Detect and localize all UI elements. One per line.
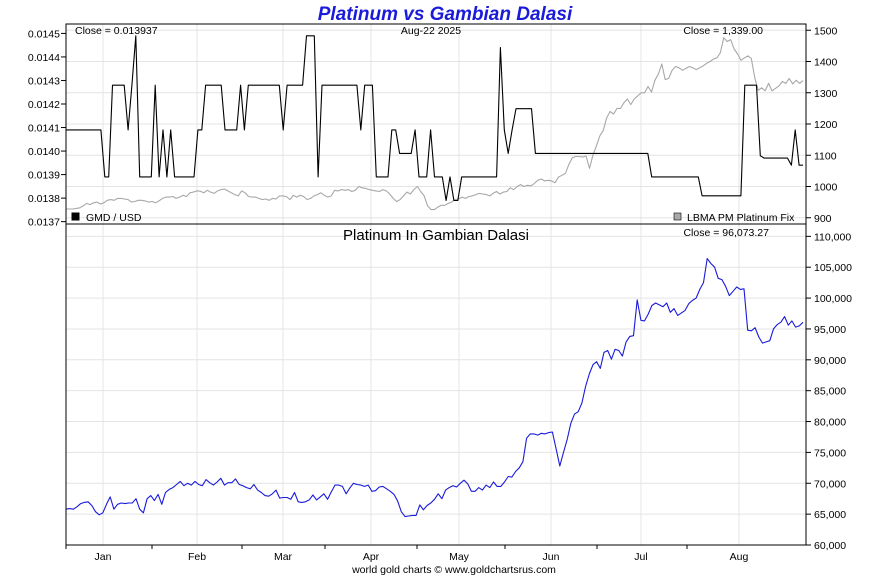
top-series <box>66 35 804 211</box>
legend-gmd-swatch <box>71 212 80 221</box>
close-left-label: Close = 0.013937 <box>75 25 158 37</box>
x-label-jan: Jan <box>95 551 112 563</box>
top-grid <box>66 24 806 224</box>
top-left-tick-label-5: 0.0140 <box>28 146 60 158</box>
x-label-feb: Feb <box>188 551 206 563</box>
bottom-tick-label-7: 75,000 <box>814 447 846 459</box>
top-right-tick-label-5: 1000 <box>814 182 838 194</box>
bottom-tick-label-0: 110,000 <box>814 231 851 243</box>
top-left-tick-label-7: 0.0138 <box>28 193 60 205</box>
bottom-right-axis: 110,000 105,000 100,000 95,000 90,000 85,000 8… <box>806 231 852 552</box>
close-right-label: Close = 1,339.00 <box>683 25 763 37</box>
x-label-jul: Jul <box>634 551 647 563</box>
platinum-fix-line <box>66 37 804 211</box>
top-left-tick-label-1: 0.0144 <box>28 52 60 64</box>
platinum-gmd-line <box>65 258 804 518</box>
top-panel: 0.0145 0.0144 0.0143 0.0142 0.0141 0.0140 0.01… <box>28 23 838 229</box>
legend-platinum-fix: LBMA PM Platinum Fix <box>673 212 795 224</box>
bottom-tick-label-3: 95,000 <box>814 324 846 336</box>
top-right-tick-label-4: 1100 <box>814 150 837 162</box>
top-left-tick-label-0: 0.0145 <box>28 28 60 40</box>
bottom-panel: 110,000 105,000 100,000 95,000 90,000 85,000 8… <box>65 223 852 552</box>
x-label-jun: Jun <box>543 551 560 563</box>
top-left-tick-label-2: 0.0143 <box>28 75 60 87</box>
top-right-tick-label-2: 1300 <box>814 88 838 100</box>
top-left-tick-label-6: 0.0139 <box>28 170 60 182</box>
legend-platinum-fix-swatch <box>673 212 682 221</box>
top-left-tick-label-3: 0.0142 <box>28 99 60 111</box>
top-left-tick-label-4: 0.0141 <box>28 123 60 135</box>
top-right-tick-label-0: 1500 <box>814 25 838 37</box>
chart-title: Platinum vs Gambian Dalasi <box>318 4 573 25</box>
bottom-tick-label-2: 100,000 <box>814 293 852 305</box>
x-label-apr: Apr <box>363 551 380 563</box>
legend-platinum-fix-label: LBMA PM Platinum Fix <box>687 212 795 224</box>
top-left-tick-label-8: 0.0137 <box>28 217 60 229</box>
bottom-tick-label-8: 70,000 <box>814 478 846 490</box>
bottom-panel-frame <box>65 223 807 546</box>
top-left-axis: 0.0145 0.0144 0.0143 0.0142 0.0141 0.0140 0.01… <box>28 28 66 229</box>
bottom-tick-label-9: 65,000 <box>814 509 846 521</box>
legend-gmd-label: GMD / USD <box>86 212 142 224</box>
bottom-tick-label-6: 80,000 <box>814 417 846 429</box>
date-label: Aug-22 2025 <box>401 25 461 37</box>
x-axis-labels: Jan Feb Mar Apr May Jun Jul Aug <box>65 545 749 563</box>
top-right-tick-label-1: 1400 <box>814 57 838 69</box>
legend-gmd: GMD / USD <box>71 212 142 224</box>
credit-text: world gold charts © www.goldchartsrus.co… <box>351 564 556 575</box>
bottom-tick-label-1: 105,000 <box>814 262 852 274</box>
x-label-mar: Mar <box>274 551 293 563</box>
x-label-may: May <box>449 551 470 563</box>
bottom-close-label: Close = 96,073.27 <box>683 227 769 239</box>
gmd-usd-line <box>66 35 803 202</box>
top-right-tick-label-6: 900 <box>814 213 832 225</box>
bottom-tick-label-5: 85,000 <box>814 386 846 398</box>
bottom-series <box>65 258 804 518</box>
bottom-tick-label-4: 90,000 <box>814 355 846 367</box>
top-right-axis: 1500 1400 1300 1200 1100 1000 900 <box>806 25 838 225</box>
x-label-aug: Aug <box>730 551 749 563</box>
top-right-tick-label-3: 1200 <box>814 119 838 131</box>
bottom-panel-title: Platinum In Gambian Dalasi <box>343 227 529 244</box>
bottom-tick-label-10: 60,000 <box>814 540 846 552</box>
